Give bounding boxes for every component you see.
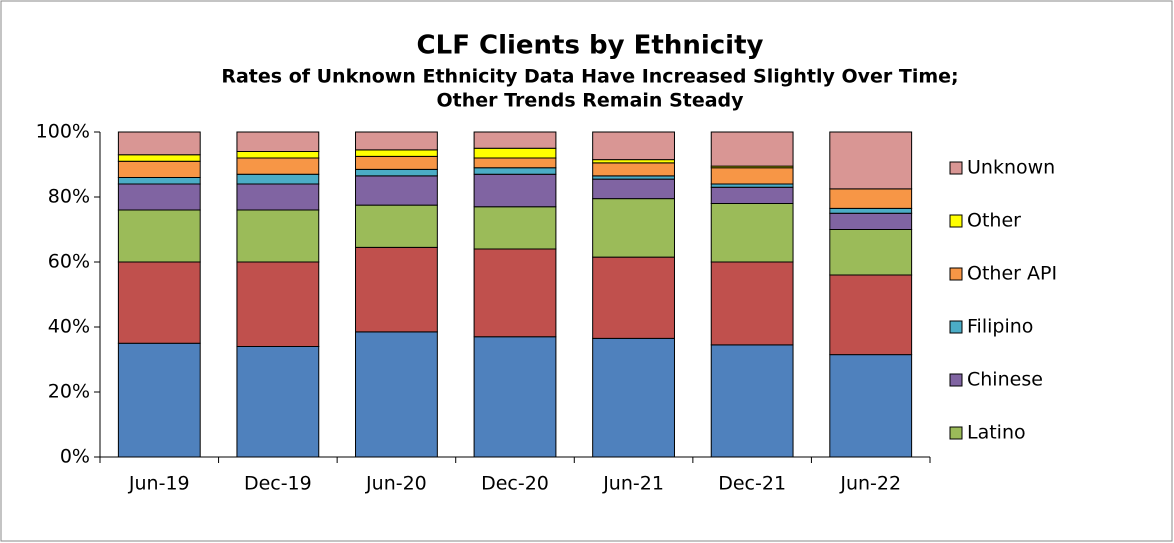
bar-segment <box>355 175 438 206</box>
bar-segment <box>355 204 438 248</box>
bar-segment <box>117 183 201 211</box>
bar-segment <box>592 131 675 161</box>
bar-segment <box>355 331 438 458</box>
bar-segment <box>236 157 320 175</box>
bar-segment <box>236 131 320 152</box>
bar-segment <box>710 131 794 167</box>
bar-segment <box>829 131 913 190</box>
bar-segment <box>473 147 557 159</box>
bar-segment <box>117 160 201 178</box>
legend-swatch <box>949 426 963 440</box>
bar-segment <box>710 186 794 204</box>
bar-segment <box>829 207 913 214</box>
y-tick-label: 20% <box>48 381 90 403</box>
bar-segment <box>117 131 201 156</box>
chart-title: CLF Clients by Ethnicity <box>417 31 764 61</box>
bar-segment <box>829 188 913 209</box>
bar-segment <box>592 337 675 458</box>
x-tick-label: Jun-22 <box>839 473 901 495</box>
x-tick-label: Dec-20 <box>481 473 549 495</box>
bar-segment <box>473 173 557 208</box>
legend-swatch <box>949 373 963 387</box>
x-tick-label: Jun-19 <box>128 473 190 495</box>
bar-segment <box>117 261 201 344</box>
bar-segment <box>117 177 201 185</box>
bar-segment <box>236 346 320 458</box>
bar-segment <box>473 157 557 169</box>
legend-label: Other API <box>967 263 1057 285</box>
bar-segment <box>473 248 557 338</box>
bar-segment <box>473 336 557 458</box>
bar-segment <box>592 256 675 339</box>
y-tick-label: 40% <box>48 316 90 338</box>
legend-label: Other <box>967 210 1021 232</box>
legend-label: Chinese <box>967 369 1043 391</box>
legend-label: Latino <box>967 422 1026 444</box>
legend-label: Filipino <box>967 316 1033 338</box>
bar-segment <box>236 183 320 211</box>
bar-segment <box>236 173 320 185</box>
x-tick-label: Dec-19 <box>244 473 312 495</box>
bar-segment <box>473 206 557 250</box>
bar-segment <box>355 155 438 170</box>
bar-segment <box>236 151 320 159</box>
bar-segment <box>592 162 675 177</box>
bar-segment <box>592 198 675 258</box>
bar-segment <box>710 167 794 185</box>
bar-segment <box>117 342 201 458</box>
x-tick-label: Jun-20 <box>365 473 427 495</box>
x-tick-label: Jun-21 <box>602 473 664 495</box>
bar-segment <box>710 203 794 263</box>
bar-segment <box>473 167 557 175</box>
bar-segment <box>592 178 675 200</box>
bar-segment <box>236 261 320 347</box>
bar-segment <box>355 246 438 333</box>
legend-swatch <box>949 320 963 334</box>
y-tick-label: 60% <box>48 251 90 273</box>
bar-segment <box>117 209 201 263</box>
bar-segment <box>710 261 794 346</box>
bar-segment <box>117 154 201 162</box>
bar-segment <box>355 149 438 157</box>
bar-segment <box>355 131 438 151</box>
bar-segment <box>829 212 913 230</box>
bar-segment <box>829 229 913 276</box>
y-tick-label: 100% <box>36 121 90 143</box>
chart-subtitle: Rates of Unknown Ethnicity Data Have Inc… <box>221 66 958 88</box>
bar-segment <box>236 209 320 263</box>
y-tick-label: 80% <box>48 186 90 208</box>
legend-label: Unknown <box>967 157 1055 179</box>
bar-segment <box>355 168 438 177</box>
x-tick-label: Dec-21 <box>718 473 786 495</box>
chart-subtitle: Other Trends Remain Steady <box>436 90 744 112</box>
bar-segment <box>829 354 913 458</box>
legend-swatch <box>949 161 963 175</box>
y-tick-label: 0% <box>60 446 90 468</box>
bar-segment <box>473 131 557 149</box>
bar-segment <box>710 344 794 458</box>
bar-segment <box>829 274 913 356</box>
legend-swatch <box>949 214 963 228</box>
legend-swatch <box>949 267 963 281</box>
